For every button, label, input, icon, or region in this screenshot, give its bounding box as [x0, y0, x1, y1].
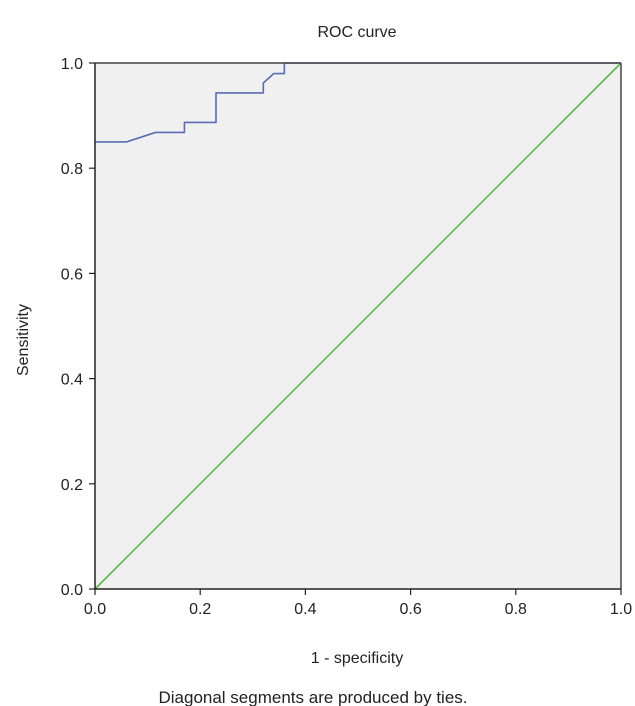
ticks-layer: 0.0 0.2 0.4 0.6 0.8 1.0 0.0 0.2 0.4 0.6 0.8 1.0	[61, 56, 632, 618]
y-tick-label: 0.0	[61, 582, 83, 599]
y-tick-label: 0.4	[61, 372, 83, 389]
x-tick-label: 0.6	[399, 601, 421, 618]
x-tick-label: 0.4	[294, 601, 316, 618]
x-axis-title: 1 - specificity	[311, 650, 403, 667]
x-tick-label: 0.0	[84, 601, 106, 618]
y-tick-label: 1.0	[61, 56, 83, 73]
y-tick-label: 0.6	[61, 266, 83, 283]
x-tick-label: 1.0	[610, 601, 632, 618]
x-tick-label: 0.8	[505, 601, 527, 618]
reference-diagonal-line	[94, 62, 622, 590]
y-axis-title: Sensitivity	[15, 304, 32, 376]
chart-title: ROC curve	[317, 24, 396, 41]
axes-layer	[94, 62, 622, 590]
y-tick-label: 0.8	[61, 161, 83, 178]
roc-curve-line	[95, 62, 621, 143]
series-layer	[94, 62, 622, 590]
x-tick-label: 0.2	[189, 601, 211, 618]
footnote: Diagonal segments are produced by ties.	[158, 688, 467, 706]
y-tick-label: 0.2	[61, 477, 83, 494]
